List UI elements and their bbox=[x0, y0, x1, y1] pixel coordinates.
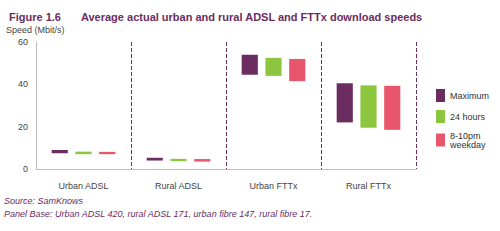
svg-text:40: 40 bbox=[18, 79, 28, 89]
svg-text:Rural FTTx: Rural FTTx bbox=[346, 181, 392, 191]
svg-text:weekday: weekday bbox=[449, 140, 486, 150]
svg-text:Source: SamKnows: Source: SamKnows bbox=[4, 196, 84, 206]
svg-text:60: 60 bbox=[18, 37, 28, 47]
svg-text:Urban FTTx: Urban FTTx bbox=[249, 181, 298, 191]
svg-text:0: 0 bbox=[23, 164, 28, 174]
svg-text:Rural ADSL: Rural ADSL bbox=[155, 181, 202, 191]
svg-text:Maximum: Maximum bbox=[450, 91, 489, 101]
svg-text:24 hours: 24 hours bbox=[450, 112, 486, 122]
svg-text:Panel Base: Urban ADSL 420, ru: Panel Base: Urban ADSL 420, rural ADSL 1… bbox=[4, 209, 312, 219]
svg-text:8-10pm: 8-10pm bbox=[450, 130, 483, 141]
svg-text:Speed (Mbit/s): Speed (Mbit/s) bbox=[6, 25, 65, 35]
svg-text:Urban ADSL: Urban ADSL bbox=[58, 181, 108, 191]
svg-text:Average actual urban and rural: Average actual urban and rural ADSL and … bbox=[81, 11, 422, 23]
svg-text:20: 20 bbox=[18, 122, 28, 132]
svg-text:Figure 1.6: Figure 1.6 bbox=[9, 11, 61, 23]
